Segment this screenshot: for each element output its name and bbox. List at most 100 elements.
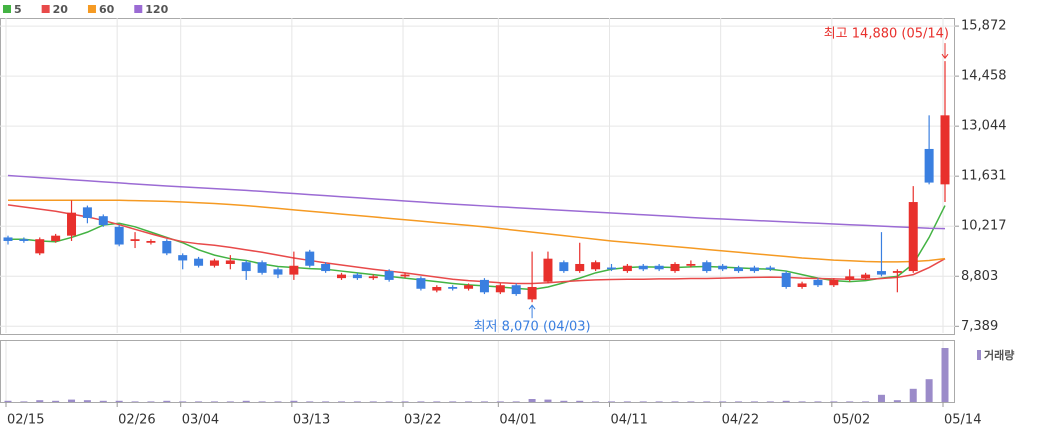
volume-bar [719, 401, 727, 402]
x-tick-label: 04/01 [499, 413, 536, 428]
candle-body [654, 265, 664, 270]
volume-bar [433, 401, 441, 402]
candle-body [289, 265, 299, 275]
volume-bar [4, 400, 12, 402]
volume-bar [766, 401, 774, 402]
volume-bar [401, 401, 409, 402]
candle-body [321, 263, 331, 272]
volume-bar [925, 379, 933, 402]
candle-body [82, 207, 92, 218]
volume-bar [735, 401, 743, 402]
candle-body [876, 271, 886, 275]
candle-body [591, 262, 601, 270]
candle-body [559, 262, 569, 272]
volume-bar [862, 401, 870, 402]
moving-average-line [8, 205, 946, 291]
candle-body [781, 272, 791, 287]
candle-body [241, 262, 251, 272]
annotation-text: 최저 8,070 (04/03) [474, 320, 591, 335]
volume-bar [560, 400, 568, 402]
candle-body [940, 115, 950, 185]
volume-bar [195, 401, 203, 402]
legend-label: 120 [145, 3, 168, 16]
legend-swatch [134, 5, 143, 13]
candle-body [384, 271, 394, 280]
candle-body [35, 239, 45, 254]
candle-body [162, 240, 172, 254]
candle-body [368, 276, 378, 279]
volume-bar [639, 401, 647, 402]
candle-body [622, 265, 632, 272]
volume-bar [830, 401, 838, 402]
candle-body [670, 263, 680, 272]
volume-bar [941, 348, 949, 402]
volume-panel [0, 340, 955, 403]
volume-bar [258, 401, 266, 402]
candle-body [606, 267, 616, 270]
volume-bar [385, 401, 393, 402]
volume-bar [226, 401, 234, 402]
y-tick-label: 14,458 [961, 69, 1007, 84]
candle-body [337, 274, 347, 279]
volume-bar [274, 401, 282, 402]
candle-body [479, 279, 489, 293]
candle-body [845, 276, 855, 280]
legend-label: 20 [53, 3, 69, 16]
candle-body [718, 265, 728, 270]
legend-swatch [3, 5, 11, 13]
candle-body [734, 267, 744, 272]
volume-bar [512, 401, 520, 402]
volume-bar [465, 401, 473, 402]
volume-bar [68, 399, 76, 402]
candle-body [432, 286, 442, 291]
candle-body [19, 239, 29, 241]
x-tick-label: 02/15 [7, 413, 44, 428]
volume-bar [814, 401, 822, 402]
moving-average-line [7, 204, 946, 285]
candle-body [130, 239, 140, 241]
volume-bar [893, 400, 901, 402]
volume-bar [782, 400, 790, 402]
candle-body [702, 262, 712, 272]
volume-bar [687, 401, 695, 402]
volume-bar [306, 401, 314, 402]
volume-bar [592, 401, 600, 402]
candle-body [51, 235, 61, 241]
candle-body [3, 237, 13, 241]
candle-body [352, 274, 362, 279]
x-tick-label: 03/13 [293, 413, 330, 428]
candle-body [257, 262, 267, 273]
y-tick-label: 10,217 [961, 219, 1007, 234]
candle-body [527, 286, 537, 300]
candle-body [813, 279, 823, 286]
volume-bar [496, 401, 504, 402]
candle-body [209, 260, 219, 266]
candle-body [273, 269, 283, 275]
volume-bar [528, 399, 536, 402]
volume-bar [369, 401, 377, 402]
y-tick-label: 7,389 [961, 319, 998, 334]
volume-bar [544, 399, 552, 402]
volume-bar [877, 394, 885, 402]
candle-body [749, 267, 759, 272]
candle-body [861, 274, 871, 279]
volume-bar [671, 401, 679, 402]
candle-body [829, 279, 839, 286]
volume-bar [353, 401, 361, 402]
volume-bar [99, 400, 107, 402]
volume-bar [210, 401, 218, 402]
volume-bar [338, 401, 346, 402]
x-tick-label: 03/04 [182, 413, 219, 428]
annotation-text: 최고 14,880 (05/14) [824, 27, 949, 42]
volume-bar [242, 400, 250, 402]
candle-body [178, 255, 188, 261]
candle-body [686, 263, 696, 266]
y-tick-label: 8,803 [961, 269, 998, 284]
volume-bar [163, 400, 171, 402]
candle-body [400, 274, 410, 277]
moving-average-line [8, 199, 946, 263]
volume-bar [703, 401, 711, 402]
candle-body [638, 265, 648, 270]
x-tick-label: 02/26 [118, 413, 155, 428]
volume-bar [449, 401, 457, 402]
